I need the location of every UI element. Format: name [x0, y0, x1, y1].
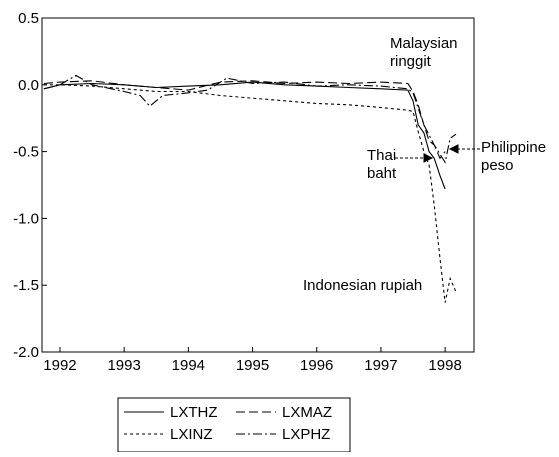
x-tick-label: 1995: [236, 357, 269, 374]
annotation: Thai: [367, 147, 396, 164]
legend-label: LXPHZ: [282, 426, 330, 443]
x-tick-label: 1994: [172, 357, 205, 374]
annotation: ringgit: [390, 53, 432, 70]
y-tick-label: -1.0: [13, 210, 39, 227]
y-tick-label: -1.5: [13, 277, 39, 294]
x-tick-label: 1992: [43, 357, 76, 374]
series-line: [43, 80, 446, 160]
legend-label: LXMAZ: [282, 404, 332, 421]
annotation: baht: [367, 165, 397, 182]
annotation: Philippine: [481, 139, 546, 156]
series-line: [43, 84, 457, 303]
annotation: Malaysian: [390, 35, 458, 52]
y-tick-label: -2.0: [13, 344, 39, 361]
annotation: Indonesian rupiah: [303, 277, 422, 294]
series-line: [43, 74, 457, 164]
legend-label: LXINZ: [170, 426, 213, 443]
y-tick-label: 0.5: [18, 10, 39, 27]
legend-label: LXTHZ: [170, 404, 218, 421]
x-tick-label: 1997: [364, 357, 397, 374]
y-tick-label: 0.0: [18, 77, 39, 94]
x-tick-label: 1993: [107, 357, 140, 374]
x-tick-label: 1998: [428, 357, 461, 374]
x-tick-label: 1996: [300, 357, 333, 374]
y-tick-label: -0.5: [13, 144, 39, 161]
plot-frame: [41, 17, 475, 353]
annotation: peso: [481, 157, 514, 174]
